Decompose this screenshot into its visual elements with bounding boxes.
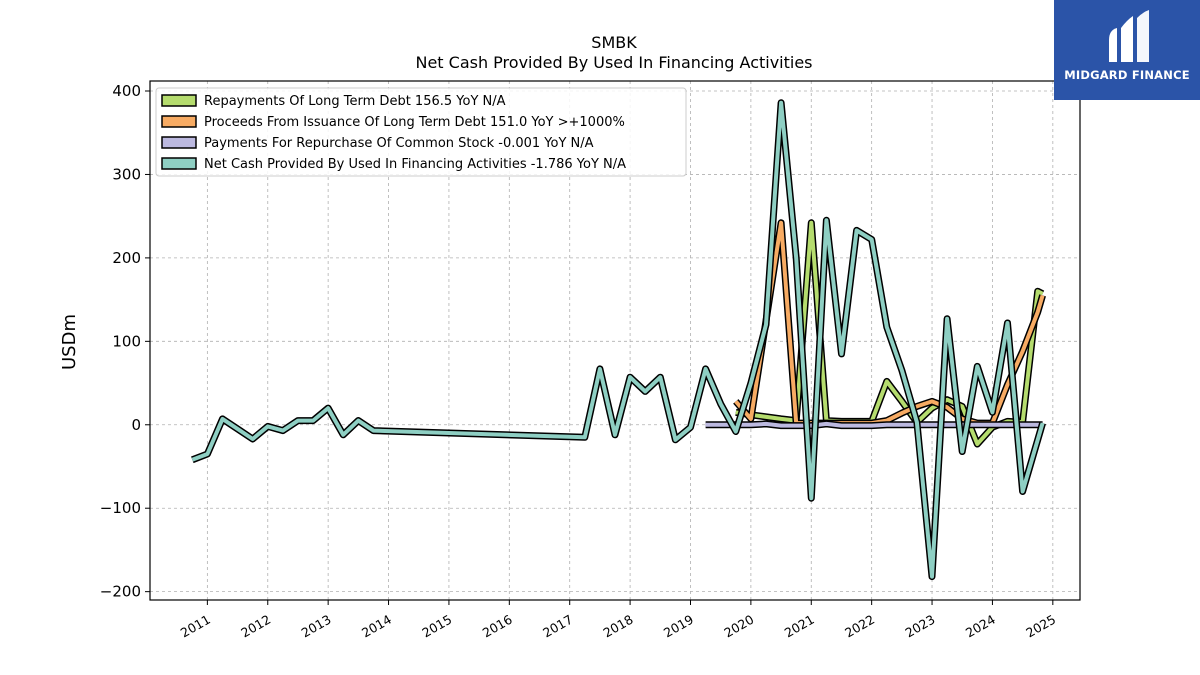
legend-label: Proceeds From Issuance Of Long Term Debt…: [204, 115, 625, 130]
x-tick-label: 2018: [601, 612, 636, 641]
x-tick-label: 2016: [480, 612, 515, 641]
legend-label: Payments For Repurchase Of Common Stock …: [204, 136, 594, 151]
x-tick-label: 2025: [1023, 612, 1058, 641]
series-layer: [191, 99, 1046, 581]
plot-frame: [149, 80, 1081, 601]
y-tick-label: 300: [112, 165, 141, 183]
chart-subtitle: Net Cash Provided By Used In Financing A…: [415, 53, 812, 72]
legend-swatch: [161, 94, 197, 107]
series-line-2: [705, 421, 1043, 428]
x-tick-label: 2019: [661, 612, 696, 641]
legend-label: Repayments Of Long Term Debt 156.5 YoY N…: [204, 94, 506, 109]
y-tick-label: −100: [100, 499, 141, 517]
y-tick-label: 0: [131, 416, 141, 434]
y-tick-label: 100: [112, 332, 141, 350]
legend: Repayments Of Long Term Debt 156.5 YoY N…: [155, 87, 687, 177]
legend-label: Net Cash Provided By Used In Financing A…: [204, 157, 626, 172]
chart-title: SMBK: [591, 33, 637, 52]
x-tick-label: 2017: [540, 612, 575, 641]
grid: [150, 81, 1080, 600]
x-tick-label: 2012: [238, 612, 273, 641]
logo-mark-icon: [1109, 10, 1149, 62]
legend-swatch: [161, 157, 197, 170]
x-tick-label: 2023: [902, 612, 937, 641]
y-tick-label: 200: [112, 249, 141, 267]
x-tick-label: 2020: [721, 612, 756, 641]
x-tick-label: 2024: [963, 612, 998, 641]
x-tick-label: 2011: [178, 612, 213, 641]
y-tick-label: 400: [112, 82, 141, 100]
legend-swatch: [161, 136, 197, 149]
x-tick-label: 2013: [299, 612, 334, 641]
y-axis: 400 300 200 100 0 −100 −200: [100, 82, 150, 601]
x-tick-label: 2014: [359, 612, 394, 641]
x-tick-label: 2021: [782, 612, 817, 641]
x-axis: 2011 2012 2013 2014 2015 2016 2017 2018 2019 2020…: [178, 600, 1058, 641]
y-tick-label: −200: [100, 583, 141, 601]
logo-text: MIDGARD FINANCE: [1064, 68, 1190, 82]
y-axis-label: USDm: [59, 314, 80, 370]
midgard-finance-logo: MIDGARD FINANCE: [1054, 0, 1200, 100]
legend-box: [155, 87, 687, 177]
x-tick-label: 2015: [419, 612, 454, 641]
legend-swatch: [161, 115, 197, 128]
x-tick-label: 2022: [842, 612, 877, 641]
series-line-3: [191, 100, 1045, 579]
